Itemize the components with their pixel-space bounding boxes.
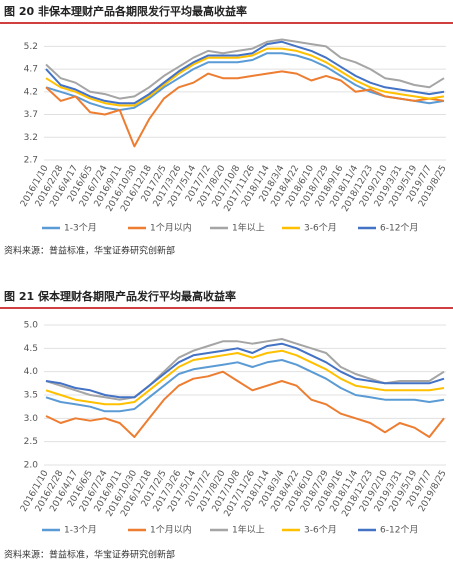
y-tick-label: 4.7 <box>24 65 38 75</box>
series-line <box>45 47 445 107</box>
figure-caption: 图 20 非保本理财产品各期限发行平均最高收益率 <box>4 4 247 18</box>
series-line <box>45 359 445 413</box>
y-tick-label: 4.2 <box>24 87 38 97</box>
series-line <box>45 370 445 438</box>
legend-label: 1-3个月 <box>64 525 97 536</box>
series-line <box>45 40 445 105</box>
legend-label: 6-12个月 <box>380 525 418 536</box>
y-tick-label: 5.2 <box>24 42 38 52</box>
legend-label: 1-3个月 <box>64 223 97 234</box>
y-tick-label: 2.7 <box>24 156 38 166</box>
y-tick-label: 2.0 <box>24 461 39 471</box>
source-note: 资料来源：普益标准，华宝证券研究创新部 <box>4 549 175 561</box>
legend-label: 3-6个月 <box>304 525 337 536</box>
legend-label: 1个月以内 <box>150 524 192 536</box>
y-tick-label: 5.0 <box>24 321 39 331</box>
y-tick-label: 3.0 <box>24 414 39 424</box>
series-line <box>45 38 445 100</box>
figure-caption: 图 21 保本理财各期限产品发行平均最高收益率 <box>4 289 236 303</box>
source-note: 资料来源：普益标准，华宝证券研究创新部 <box>4 245 175 257</box>
legend-label: 6-12个月 <box>380 223 418 234</box>
y-tick-label: 3.2 <box>24 133 38 143</box>
series-line <box>45 338 445 401</box>
y-tick-label: 3.5 <box>24 391 38 401</box>
y-tick-label: 4.5 <box>24 344 38 354</box>
legend-label: 1个月以内 <box>150 222 192 234</box>
legend-label: 3-6个月 <box>304 223 337 234</box>
legend-label: 1年以上 <box>232 524 265 536</box>
y-tick-label: 4.0 <box>24 367 39 377</box>
series-line <box>45 52 445 111</box>
series-line <box>45 349 445 406</box>
y-tick-label: 2.5 <box>24 437 38 447</box>
y-tick-label: 3.7 <box>24 110 38 120</box>
legend-label: 1年以上 <box>232 222 265 234</box>
series-line <box>45 342 445 399</box>
series-line <box>45 70 445 148</box>
